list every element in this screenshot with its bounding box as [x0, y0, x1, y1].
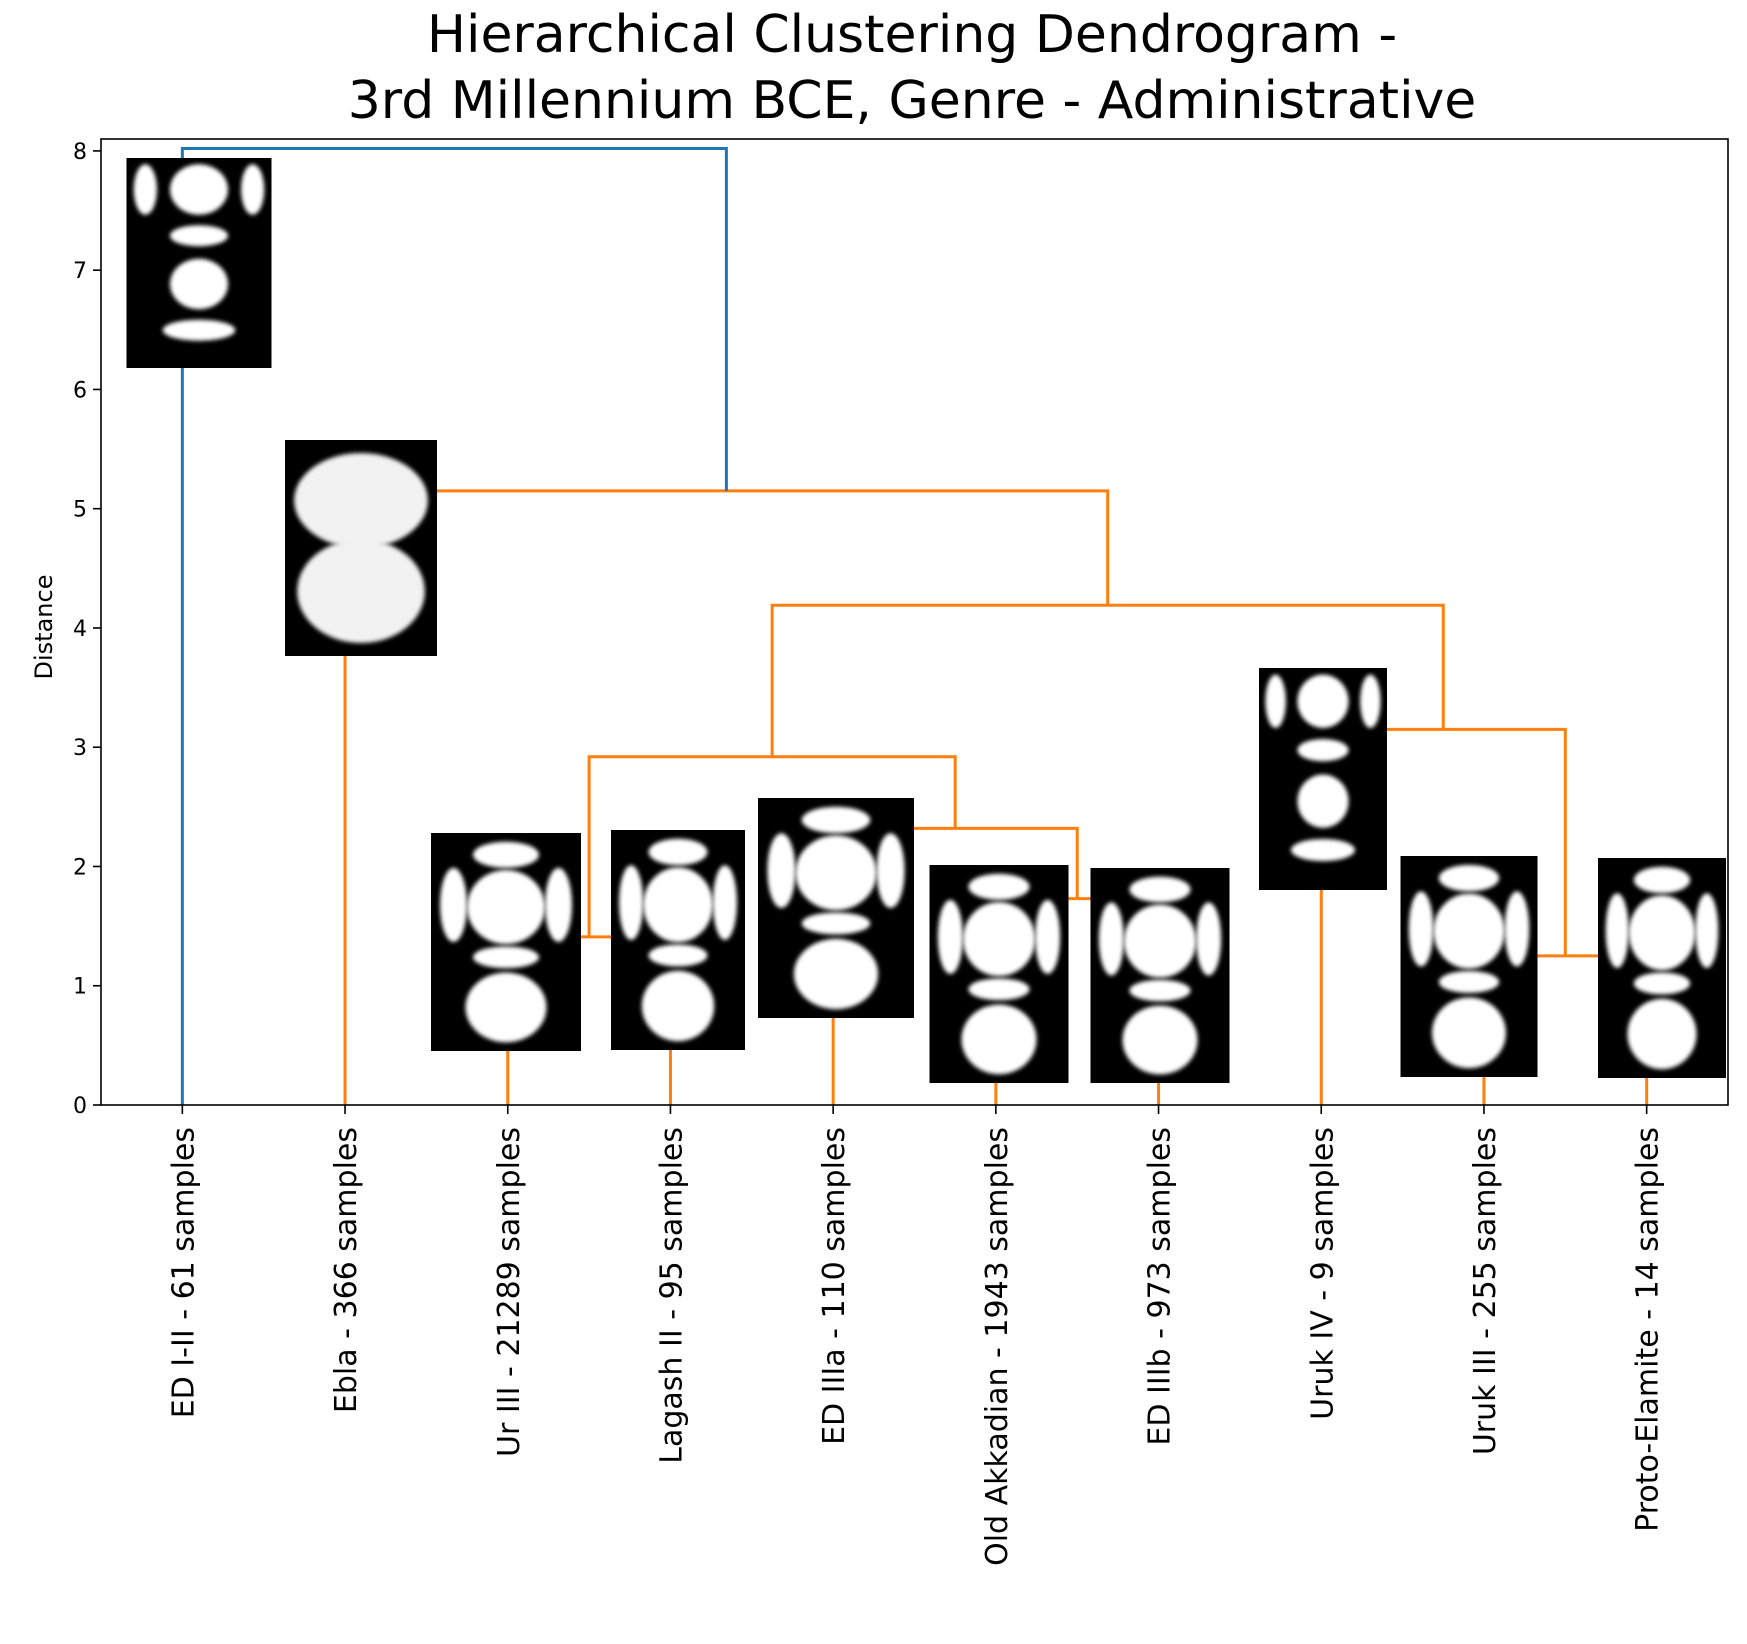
thumbnail-shape	[767, 833, 796, 908]
thumbnail-shape	[241, 164, 265, 215]
x-tick-label: ED IIIa - 110 samples	[817, 1127, 852, 1445]
thumbnail-shape	[801, 912, 871, 935]
thumbnail-shape	[1408, 891, 1434, 967]
thumbnail-shape	[641, 970, 715, 1042]
thumbnail-shape	[793, 938, 879, 1010]
y-axis-label: Distance	[30, 575, 58, 680]
thumbnail-shape	[1129, 979, 1191, 1002]
cluster-thumbnail	[1259, 668, 1387, 890]
cluster-thumbnail	[1090, 868, 1230, 1083]
thumbnail-shape	[133, 164, 157, 215]
thumbnail-shape	[1098, 902, 1124, 976]
thumbnail-shape	[1122, 1005, 1198, 1075]
thumbnail-shape	[473, 841, 539, 868]
y-tick-label: 0	[73, 1094, 87, 1119]
cluster-thumbnails	[126, 158, 1726, 1083]
thumbnail-shape	[465, 972, 547, 1043]
y-tick-label: 1	[73, 975, 87, 1000]
dendrogram-link	[587, 755, 957, 937]
thumbnail-shape	[1605, 893, 1629, 968]
thumbnail-shape	[643, 867, 713, 943]
thumbnail-shape	[962, 902, 1036, 977]
thumbnail-shape	[467, 870, 545, 945]
y-tick-label: 5	[73, 498, 87, 523]
thumbnail-shape	[473, 946, 539, 969]
thumbnail-shape	[1628, 895, 1696, 971]
dendrogram-link	[343, 489, 1110, 1105]
thumbnail-shape	[440, 867, 467, 942]
cluster-thumbnail	[758, 798, 914, 1018]
thumbnail-shape	[170, 258, 228, 310]
thumbnail-shape	[1438, 864, 1500, 892]
thumbnail-shape	[968, 978, 1030, 1001]
thumbnail-shape	[795, 835, 877, 911]
dendrogram-link	[770, 603, 1445, 757]
thumbnail-shape	[1196, 902, 1222, 976]
cluster-thumbnail	[431, 833, 581, 1051]
thumbnail-shape	[1291, 838, 1355, 862]
thumbnail-shape	[170, 225, 228, 247]
x-tick-label: ED IIIb - 973 samples	[1143, 1127, 1178, 1446]
thumbnail-shape	[1297, 739, 1349, 762]
x-tick-label: Ebla - 366 samples	[329, 1127, 364, 1413]
dendrogram-link	[180, 147, 728, 1105]
thumbnail-shape	[170, 164, 228, 215]
cluster-thumbnail	[1598, 858, 1726, 1078]
thumbnail-shape	[294, 452, 428, 548]
thumbnail-shape	[961, 1004, 1037, 1075]
plot-frame	[100, 138, 1729, 1106]
thumbnail-shape	[545, 867, 572, 942]
x-tick-label: Old Akkadian - 1943 samples	[980, 1127, 1015, 1566]
thumbnail-shape	[1360, 674, 1381, 728]
cluster-thumbnail	[285, 440, 437, 656]
thumbnail-shape	[1438, 970, 1500, 994]
y-tick-label: 7	[73, 259, 87, 284]
y-tick-label: 4	[73, 617, 87, 642]
thumbnail-shape	[937, 899, 963, 974]
x-tick-label: Ur III - 21289 samples	[492, 1127, 527, 1457]
x-tick-label: Uruk III - 255 samples	[1468, 1127, 1503, 1455]
thumbnail-shape	[712, 865, 737, 940]
y-tick-label: 2	[73, 855, 87, 880]
x-tick-label: Lagash II - 95 samples	[654, 1127, 689, 1464]
leaf-stems	[181, 1105, 1648, 1114]
thumbnail-shape	[801, 806, 871, 834]
y-tick-label: 8	[73, 140, 87, 165]
cluster-thumbnail	[126, 158, 272, 368]
thumbnail-shape	[1695, 893, 1719, 968]
thumbnail-shape	[1432, 997, 1506, 1069]
thumbnail-shape	[297, 539, 425, 644]
thumbnail-shape	[1265, 674, 1286, 728]
thumbnail-shape	[1633, 972, 1691, 995]
cluster-thumbnail	[929, 865, 1069, 1083]
thumbnail-shape	[968, 873, 1030, 900]
x-tick-label: ED I-II - 61 samples	[166, 1127, 201, 1418]
thumbnail-shape	[876, 833, 905, 908]
thumbnail-shape	[1297, 774, 1349, 828]
x-tick-label: Uruk IV - 9 samples	[1305, 1127, 1340, 1420]
thumbnail-shape	[1433, 893, 1505, 969]
y-tick-label: 3	[73, 736, 87, 761]
x-tick-labels: ED I-II - 61 samples Ebla - 366 samples Ur…	[166, 1127, 1665, 1566]
thumbnail-shape	[619, 865, 644, 940]
thumbnail-shape	[1633, 866, 1691, 894]
thumbnail-shape	[1627, 998, 1697, 1070]
thumbnail-shape	[162, 319, 236, 341]
thumbnail-shape	[1035, 899, 1061, 974]
y-tick-label: 6	[73, 378, 87, 403]
thumbnail-shape	[1129, 876, 1191, 903]
y-tick-group: 0 1 2 3 4 5 6 7 8	[73, 140, 101, 1119]
x-tick-label: Proto-Elamite - 14 samples	[1631, 1127, 1666, 1532]
thumbnail-shape	[648, 944, 708, 967]
cluster-thumbnail	[1400, 856, 1538, 1077]
thumbnail-shape	[1123, 904, 1197, 978]
chart-title-line-1: Hierarchical Clustering Dendrogram -	[427, 5, 1397, 65]
thumbnail-shape	[1297, 674, 1349, 728]
thumbnail-shape	[1504, 891, 1530, 967]
thumbnail-shape	[648, 838, 708, 866]
cluster-thumbnail	[611, 830, 745, 1050]
chart-title-line-2: 3rd Millennium BCE, Genre - Administrati…	[348, 71, 1477, 131]
